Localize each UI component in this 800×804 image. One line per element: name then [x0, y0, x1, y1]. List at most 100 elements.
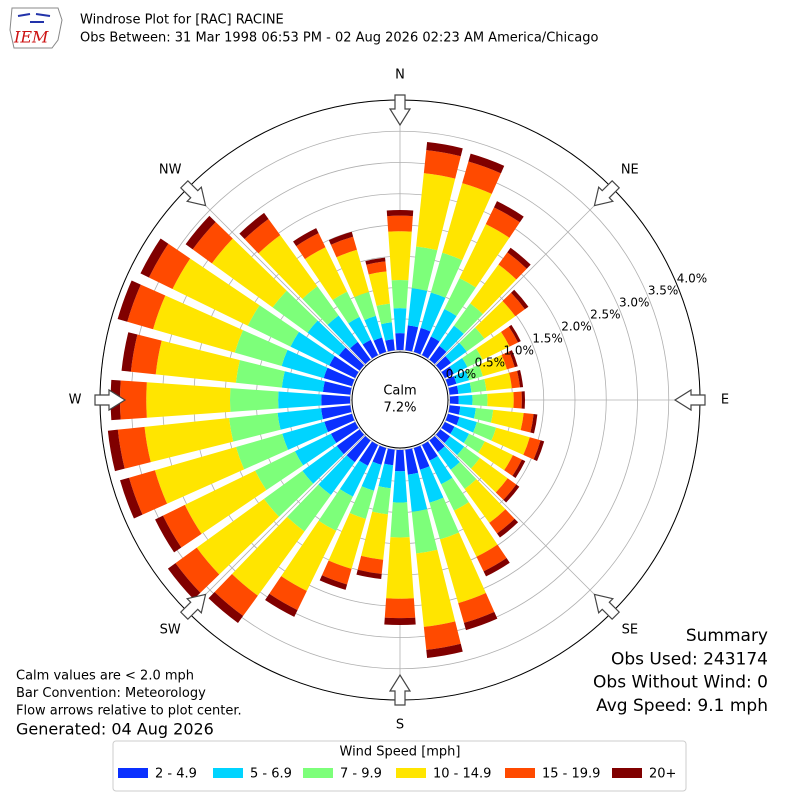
bar-segment — [277, 408, 323, 430]
bar-segment — [419, 466, 444, 503]
flow-arrow — [94, 388, 127, 412]
bar-segment — [293, 228, 319, 247]
bar-segment — [185, 215, 216, 250]
bar-segment — [153, 295, 243, 353]
bar-segment — [476, 331, 510, 360]
x-tick-label: SW — [160, 622, 181, 637]
bar-segment — [229, 412, 281, 442]
bar-segment — [462, 348, 483, 368]
bar-segment — [294, 433, 337, 466]
bar-segment — [148, 243, 191, 290]
bar-segment — [512, 459, 526, 478]
bar-segment — [321, 560, 352, 585]
bar-segment — [485, 207, 520, 238]
bar-segment — [362, 339, 379, 359]
bar-segment — [282, 421, 329, 450]
bar-segment — [368, 271, 390, 307]
bar-segment — [318, 489, 353, 531]
bar-segment — [281, 520, 337, 591]
bar-segment — [302, 445, 344, 484]
bar-segment — [458, 592, 495, 623]
bar-segment — [483, 558, 510, 577]
bar-segment — [322, 381, 352, 395]
bar-segment — [444, 278, 476, 317]
bar-segment — [140, 238, 169, 278]
bar-segment — [439, 325, 464, 352]
bar-segment — [454, 303, 483, 334]
x-tick-label: N — [395, 68, 405, 83]
bar-segment — [501, 351, 515, 370]
bar-segment — [323, 367, 355, 387]
bar-segment — [144, 417, 234, 463]
bar-segment — [120, 477, 143, 519]
legend-label: 20+ — [649, 767, 676, 782]
bar-segment — [508, 324, 521, 343]
bar-segment — [464, 479, 506, 523]
bar-segment — [192, 221, 233, 264]
bar-segment — [395, 333, 405, 351]
y-tick-label: 0.5% — [475, 355, 506, 369]
bar-segment — [478, 441, 513, 471]
bar-segment — [376, 303, 392, 325]
bar-segment — [364, 315, 383, 341]
bar-segment — [448, 385, 459, 395]
bar-segment — [473, 422, 497, 441]
bar-segment — [458, 406, 476, 419]
bar-segment — [444, 436, 465, 456]
bar-segment — [208, 591, 244, 623]
x-tick-label: NE — [621, 163, 639, 178]
bar-segment — [498, 252, 527, 280]
bar-segment — [265, 593, 298, 617]
legend-swatch — [303, 768, 333, 778]
bar-segment — [463, 611, 498, 631]
bar-segment — [430, 252, 463, 298]
logo-text: IEM — [13, 28, 49, 47]
x-tick-label: W — [69, 393, 82, 408]
bar-segment — [473, 407, 494, 423]
bar-segment — [463, 433, 485, 453]
bar-segment — [449, 395, 459, 405]
bar-segment — [449, 358, 468, 374]
bar-segment — [365, 257, 386, 265]
bar-segment — [330, 236, 357, 258]
bar-segment — [184, 470, 267, 534]
calm-circle — [351, 351, 449, 449]
bar-segment — [244, 218, 281, 254]
x-tick-label: E — [721, 393, 729, 408]
bar-segment — [426, 142, 463, 157]
bar-segment — [239, 212, 269, 240]
bar-segment — [235, 433, 289, 470]
bar-segment — [338, 347, 365, 371]
bar-segment — [130, 334, 162, 375]
bar-segment — [388, 231, 412, 281]
bar-segment — [517, 370, 524, 388]
bar-segment — [372, 486, 391, 515]
bar-segment — [263, 470, 314, 517]
bar-segment — [420, 292, 446, 332]
legend-box — [112, 740, 687, 792]
legend-title: Wind Speed [mph] — [340, 745, 461, 760]
flow-arrow — [593, 593, 621, 621]
bar-segment — [162, 504, 202, 548]
bar-segment — [255, 451, 304, 491]
bar-segment — [373, 337, 387, 355]
bar-segment — [437, 446, 460, 470]
bar-segment — [513, 391, 522, 409]
bar-segment — [490, 409, 524, 431]
bar-segment — [421, 336, 440, 359]
bar-segment — [304, 247, 348, 300]
bar-segment — [393, 308, 407, 334]
bar-segment — [472, 393, 488, 407]
bar-segment — [502, 292, 525, 317]
bar-segment — [459, 327, 485, 352]
legend-swatch — [118, 768, 148, 778]
bar-segment — [416, 549, 456, 627]
bar-segment — [441, 421, 455, 434]
bar-segment — [330, 421, 359, 443]
bar-segment — [211, 238, 287, 308]
legend-swatch — [396, 768, 426, 778]
y-tick-label: 1.5% — [532, 331, 563, 345]
bar-segment — [296, 233, 326, 260]
